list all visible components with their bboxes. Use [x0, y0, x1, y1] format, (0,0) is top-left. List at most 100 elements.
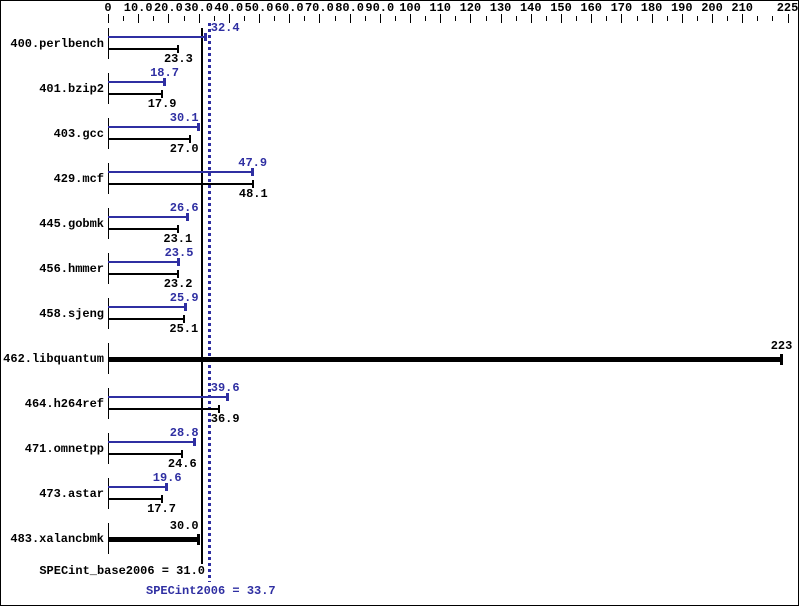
base-value-label: 23.2	[163, 277, 193, 291]
axis-minor-tick	[213, 16, 215, 21]
base-value-label: 48.1	[238, 187, 268, 201]
axis-major-tick	[742, 14, 744, 23]
axis-tick-label: 90.0	[365, 1, 395, 15]
peak-bar-cap	[250, 168, 254, 176]
peak-bar	[108, 81, 165, 83]
base-value-label: 17.7	[147, 502, 176, 516]
row-axis-segment	[108, 208, 109, 239]
base-bar-cap	[188, 135, 191, 143]
axis-tick-label: 10.0	[123, 1, 153, 15]
axis-major-tick	[681, 14, 683, 23]
base-value-label: 27.0	[169, 142, 199, 156]
benchmark-label: 403.gcc	[53, 127, 104, 141]
base-bar	[108, 498, 162, 500]
axis-minor-tick	[757, 16, 759, 21]
axis-major-tick	[500, 14, 502, 23]
peak-value-label: 23.5	[164, 246, 194, 260]
peak-bar	[108, 486, 168, 488]
peak-bar-cap	[193, 438, 196, 446]
benchmark-label: 456.hmmer	[39, 262, 104, 276]
axis-major-tick	[319, 14, 321, 23]
peak-bar	[108, 216, 189, 218]
row-axis-segment	[108, 163, 109, 194]
axis-major-tick	[138, 14, 140, 23]
benchmark-label: 483.xalancbmk	[10, 532, 104, 546]
axis-minor-tick	[576, 16, 578, 21]
peak-bar-cap	[186, 213, 190, 221]
axis-minor-tick	[545, 16, 547, 21]
axis-minor-tick	[394, 16, 396, 21]
base-value-label: 23.3	[163, 52, 193, 66]
axis-major-tick	[440, 14, 442, 23]
peak-bar	[108, 126, 199, 128]
axis-minor-tick	[772, 16, 774, 21]
base-bar-cap	[252, 180, 255, 188]
base-bar-cap	[176, 225, 179, 233]
peak-bar	[108, 306, 187, 308]
axis-tick-label: 130	[489, 1, 512, 15]
axis-major-tick	[259, 14, 260, 23]
peak-bar-cap	[177, 258, 180, 266]
axis-tick-label: 150	[550, 1, 572, 15]
base-value-label: 25.1	[169, 322, 199, 336]
base-value-label: 23.1	[163, 232, 193, 246]
axis-tick-label: 190	[670, 1, 693, 15]
axis-minor-tick	[485, 16, 487, 21]
base-bar	[108, 228, 178, 230]
axis-major-tick	[349, 14, 351, 23]
benchmark-label: 400.perlbench	[10, 37, 104, 51]
peak-bar-cap	[162, 78, 166, 86]
axis-minor-tick	[515, 16, 517, 21]
peak-bar-cap	[196, 123, 200, 131]
combined-value-label: 30.0	[169, 519, 199, 533]
axis-minor-tick	[666, 16, 668, 21]
axis-minor-tick	[183, 16, 185, 21]
peak-value-label: 28.8	[169, 426, 199, 440]
axis-major-tick	[591, 14, 593, 23]
row-axis-segment	[108, 118, 109, 149]
axis-minor-tick	[364, 16, 366, 21]
peak-bar	[108, 261, 179, 263]
axis-tick-label: 210	[731, 1, 753, 15]
axis-major-tick	[470, 14, 472, 23]
benchmark-label: 471.omnetpp	[24, 442, 104, 456]
axis-minor-tick	[243, 16, 245, 21]
base-bar-cap	[161, 90, 164, 98]
peak-value-label: 18.7	[150, 66, 179, 80]
axis-major-tick	[198, 14, 200, 23]
axis-tick-label: 160	[580, 1, 602, 15]
axis-tick-label: 225	[776, 1, 799, 15]
axis-tick-label: 30.0	[184, 1, 213, 15]
base-bar	[108, 453, 183, 455]
row-axis-segment	[108, 28, 109, 59]
base-bar	[108, 408, 220, 410]
base-bar	[108, 138, 190, 140]
base-bar	[108, 48, 179, 50]
axis-major-tick	[712, 14, 713, 23]
axis-major-tick	[410, 14, 411, 23]
axis-major-tick	[651, 14, 653, 23]
axis-major-tick	[168, 14, 170, 23]
peak-value-label: 39.6	[210, 381, 240, 395]
axis-major-tick	[787, 14, 789, 23]
peak-bar	[108, 36, 206, 38]
axis-minor-tick	[455, 16, 457, 21]
axis-tick-label: 60.0	[274, 1, 304, 15]
axis-tick-label: 50.0	[244, 1, 274, 15]
axis-minor-tick	[153, 16, 155, 21]
peak-bar-cap	[225, 393, 229, 401]
peak-bar-cap	[184, 303, 188, 311]
base-bar-cap	[182, 315, 185, 323]
axis-major-tick	[561, 14, 562, 23]
base-bar	[108, 93, 163, 95]
peak-mean-line	[208, 23, 212, 582]
axis-minor-tick	[304, 16, 306, 21]
axis-tick-label: 170	[610, 1, 633, 15]
peak-value-label: 25.9	[169, 291, 199, 305]
benchmark-label: 445.gobmk	[39, 217, 104, 231]
base-bar-cap	[160, 495, 163, 503]
axis-tick-label: 180	[640, 1, 663, 15]
row-axis-segment	[108, 253, 109, 284]
base-mean-line	[200, 28, 203, 564]
axis-tick-label: 70.0	[304, 1, 334, 15]
